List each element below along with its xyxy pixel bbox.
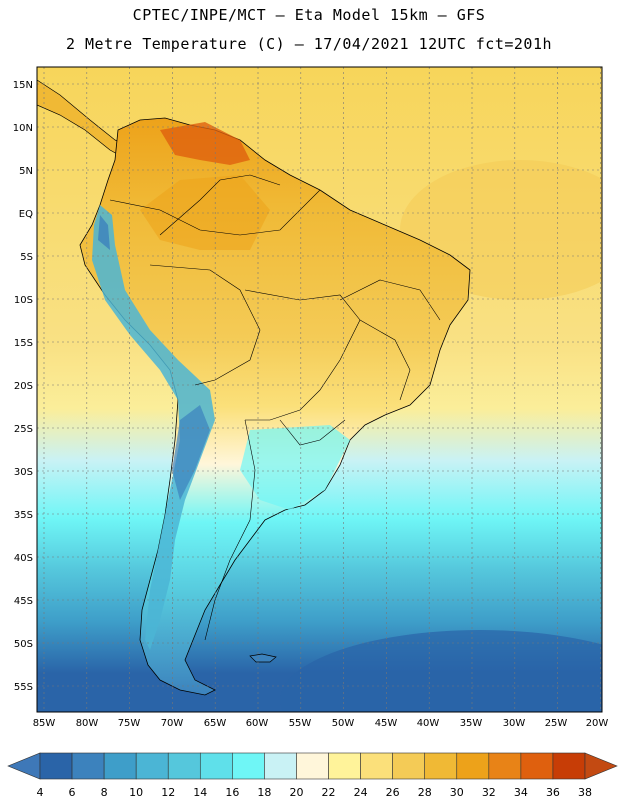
colorbar-label: 12 (161, 786, 175, 799)
colorbar-swatch (488, 752, 522, 780)
colorbar-label: 16 (225, 786, 239, 799)
lon-label: 45W (375, 718, 398, 729)
colorbar-label: 22 (322, 786, 336, 799)
lon-label: 60W (246, 718, 269, 729)
colorbar-label: 34 (514, 786, 528, 799)
lat-label: 20S (14, 381, 33, 392)
colorbar-label: 32 (482, 786, 496, 799)
andes-cold-ridge (92, 205, 215, 650)
lon-label: 70W (161, 718, 184, 729)
latitude-axis: 15N 10N 5N EQ 5S 10S 15S 20S 25S 30S 35S… (13, 80, 33, 693)
lat-label: 10S (14, 295, 33, 306)
colorbar-under-arrow (7, 752, 41, 780)
lon-label: 50W (332, 718, 355, 729)
lat-label: 50S (14, 639, 33, 650)
colorbar-swatch (264, 752, 297, 780)
lat-label: 5N (19, 166, 33, 177)
colorbar-swatch (328, 752, 361, 780)
colorbar-swatch (552, 752, 586, 780)
colorbar-swatch (103, 752, 137, 780)
colorbar-label: 38 (578, 786, 592, 799)
colorbar-swatch (135, 752, 169, 780)
colorbar-label: 10 (129, 786, 143, 799)
lat-label: 55S (14, 682, 33, 693)
colorbar-swatch (199, 752, 233, 780)
lat-label: 45S (14, 596, 33, 607)
lon-label: 20W (586, 718, 609, 729)
map-frame (36, 66, 603, 713)
andes-north-cold (98, 215, 110, 250)
lon-label: 35W (460, 718, 483, 729)
lat-label: 10N (13, 123, 33, 134)
map-subtitle: 2 Metre Temperature (C) – 17/04/2021 12U… (65, 35, 553, 53)
lon-label: 55W (289, 718, 312, 729)
colorbar-label: 36 (546, 786, 560, 799)
colorbar-swatch (456, 752, 490, 780)
colorbar-label: 20 (289, 786, 303, 799)
lat-label: 25S (14, 424, 33, 435)
falkland-islands (249, 653, 277, 663)
colorbar-swatch (296, 752, 329, 780)
colorbar-swatch (167, 752, 201, 780)
colorbar-swatch (360, 752, 393, 780)
colorbar-over-arrow (584, 752, 618, 780)
colorbar-swatch (392, 752, 426, 780)
cool-region-south (240, 425, 350, 510)
lon-label: 85W (33, 718, 56, 729)
longitude-axis: 85W 80W 75W 70W 65W 60W 55W 50W 45W 40W … (33, 718, 609, 729)
lat-label: EQ (19, 209, 33, 220)
colorbar-label: 14 (193, 786, 207, 799)
country-borders (109, 174, 441, 641)
lat-label: 15N (13, 80, 33, 91)
lon-label: 65W (204, 718, 227, 729)
lon-label: 40W (417, 718, 440, 729)
lon-label: 25W (545, 718, 568, 729)
lon-label: 30W (503, 718, 526, 729)
lat-label: 5S (20, 252, 33, 263)
colorbar-label: 6 (69, 786, 76, 799)
colorbar-swatch (424, 752, 458, 780)
lon-label: 75W (118, 718, 141, 729)
map-plot-area (37, 67, 602, 712)
lon-label: 80W (76, 718, 99, 729)
lat-label: 40S (14, 553, 33, 564)
colorbar-label: 24 (354, 786, 368, 799)
colorbar-swatch (232, 752, 265, 780)
graticule (37, 67, 602, 712)
cold-ocean-region (280, 630, 602, 712)
hot-region-north (160, 122, 250, 165)
colorbar-swatch (71, 752, 105, 780)
colorbar-label: 8 (101, 786, 108, 799)
colorbar-label: 4 (37, 786, 44, 799)
colorbar-label: 18 (257, 786, 271, 799)
colorbar-swatch (520, 752, 554, 780)
lat-label: 35S (14, 510, 33, 521)
colorbar-label: 28 (418, 786, 432, 799)
colorbar-label: 26 (386, 786, 400, 799)
colorbar: 4 6 8 10 12 14 16 18 20 22 24 26 28 30 32 34 36 38 (7, 752, 618, 799)
lat-label: 15S (14, 338, 33, 349)
colorbar-label: 30 (450, 786, 464, 799)
map-title: CPTEC/INPE/MCT – Eta Model 15km – GFS (132, 6, 486, 24)
colorbar-swatch (39, 752, 73, 780)
lat-label: 30S (14, 467, 33, 478)
andes-central-cold (172, 405, 210, 500)
